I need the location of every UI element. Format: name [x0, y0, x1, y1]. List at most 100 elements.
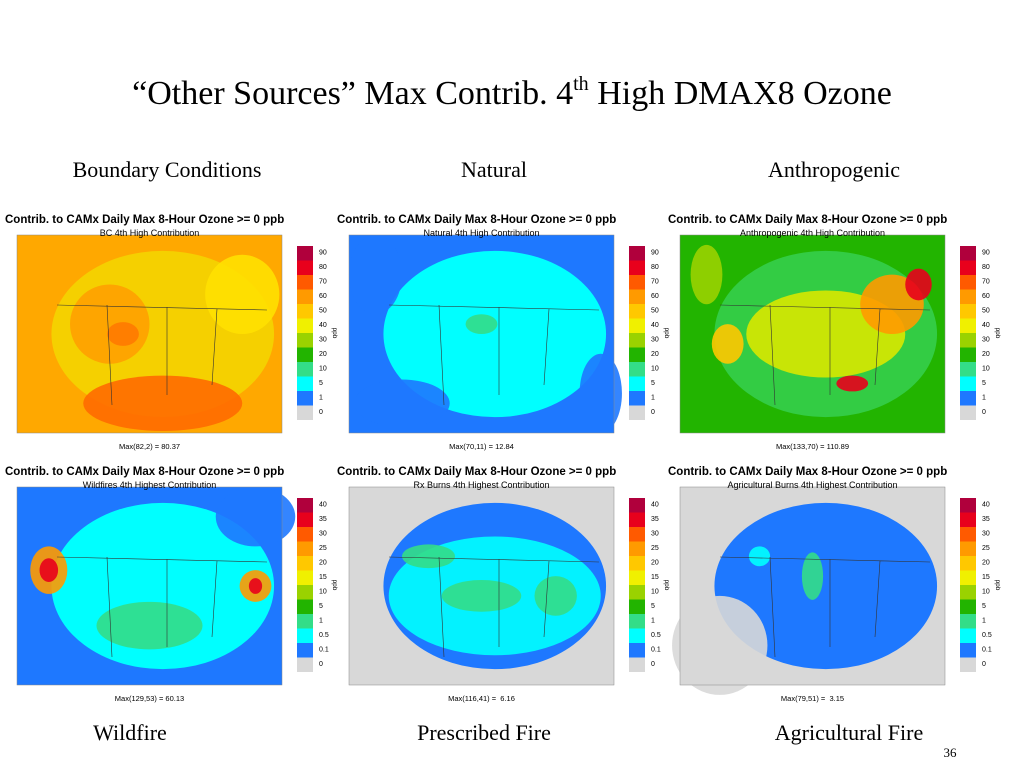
column-footer: Prescribed Fire — [417, 720, 551, 745]
colorbar-swatch — [297, 498, 313, 513]
title-sup: th — [573, 73, 589, 95]
max-label: Max(116,41) = 6.16 — [448, 694, 515, 703]
map-region — [70, 284, 150, 364]
map-region — [465, 314, 498, 334]
colorbar-swatch — [297, 376, 313, 391]
colorbar-label: 5 — [982, 603, 986, 610]
colorbar-label: 10 — [651, 366, 659, 373]
map-frame — [16, 234, 283, 434]
colorbar-swatch — [960, 260, 976, 275]
map — [16, 486, 296, 686]
max-label: Max(129,53) = 60.13 — [115, 694, 184, 703]
colorbar-label: 30 — [651, 531, 659, 538]
colorbar-swatch — [629, 643, 645, 658]
map-region — [248, 578, 263, 594]
colorbar-swatch — [960, 391, 976, 406]
colorbar-swatch — [297, 657, 313, 672]
map-frame — [348, 486, 615, 686]
map-land — [714, 502, 938, 670]
colorbar-swatch — [960, 657, 976, 672]
colorbar-label: 80 — [982, 264, 990, 271]
map-region — [836, 375, 869, 392]
colorbar-swatch — [629, 657, 645, 672]
colorbar-label: 20 — [319, 351, 327, 358]
colorbar-label: 0 — [982, 409, 986, 416]
map-region — [96, 601, 203, 650]
panel-title: Contrib. to CAMx Daily Max 8-Hour Ozone … — [337, 466, 616, 478]
title-text: “Other Sources” Max Contrib. 4 — [132, 75, 573, 112]
colorbar-label: 10 — [319, 366, 327, 373]
colorbar-label: 0 — [651, 409, 655, 416]
colorbar-label: 1 — [319, 618, 323, 625]
map-region — [83, 375, 243, 432]
map-region — [215, 487, 296, 547]
panel-title: Contrib. to CAMx Daily Max 8-Hour Ozone … — [5, 214, 284, 226]
colorbar-label: 70 — [651, 279, 659, 286]
colorbar-swatch — [629, 585, 645, 600]
colorbar-unit: ppb — [663, 328, 670, 339]
map-region — [441, 580, 522, 612]
map-region — [39, 558, 59, 583]
colorbar-unit: ppb — [994, 328, 1001, 339]
colorbar-swatch — [629, 541, 645, 556]
map-borders — [388, 556, 600, 658]
colorbar-swatch — [297, 585, 313, 600]
colorbar-swatch — [960, 289, 976, 304]
colorbar-swatch — [297, 289, 313, 304]
map-frame — [348, 234, 615, 434]
map-region — [402, 544, 455, 569]
colorbar-label: 1 — [319, 395, 323, 402]
colorbar-swatch — [297, 570, 313, 585]
colorbar-label: 5 — [651, 603, 655, 610]
colorbar-label: 20 — [982, 351, 990, 358]
colorbar-swatch — [960, 376, 976, 391]
colorbar-swatch — [297, 643, 313, 658]
colorbar-swatch — [629, 391, 645, 406]
colorbar-label: 25 — [982, 545, 990, 552]
map — [348, 234, 622, 434]
colorbar-swatch — [960, 556, 976, 571]
colorbar-label: 0.5 — [319, 632, 329, 639]
colorbar-label: 25 — [319, 545, 327, 552]
map-region — [672, 595, 768, 695]
colorbar-label: 10 — [319, 589, 327, 596]
colorbar-swatch — [629, 333, 645, 348]
colorbar-swatch — [297, 527, 313, 542]
colorbar-swatch — [960, 275, 976, 290]
colorbar-swatch — [297, 260, 313, 275]
colorbar-label: 40 — [982, 502, 990, 509]
map-frame — [679, 486, 946, 686]
map-region — [690, 244, 723, 305]
panel-subtitle: Agricultural Burns 4th Highest Contribut… — [727, 480, 897, 490]
colorbar-swatch — [960, 570, 976, 585]
colorbar-swatch — [960, 304, 976, 319]
map-borders — [719, 556, 931, 658]
colorbar-label: 0.1 — [319, 647, 329, 654]
colorbar-swatch — [629, 527, 645, 542]
colorbar-label: 50 — [319, 308, 327, 315]
colorbar-label: 40 — [982, 322, 990, 329]
colorbar-label: 70 — [319, 279, 327, 286]
colorbar-label: 0.1 — [651, 647, 661, 654]
colorbar-label: 0.1 — [982, 647, 992, 654]
colorbar-label: 1 — [982, 395, 986, 402]
colorbar-swatch — [297, 347, 313, 362]
colorbar-label: 5 — [319, 603, 323, 610]
map-frame — [679, 234, 946, 434]
colorbar-label: 0 — [319, 409, 323, 416]
colorbar-swatch — [629, 498, 645, 513]
colorbar-swatch — [297, 599, 313, 614]
colorbar-swatch — [960, 599, 976, 614]
colorbar-swatch — [960, 246, 976, 261]
colorbar-label: 15 — [982, 574, 990, 581]
colorbar-swatch — [960, 541, 976, 556]
max-label: Max(133,70) = 110.89 — [776, 442, 849, 451]
colorbar-label: 15 — [319, 574, 327, 581]
colorbar-label: 80 — [319, 264, 327, 271]
colorbar-label: 0.5 — [651, 632, 661, 639]
colorbar-swatch — [629, 556, 645, 571]
colorbar-label: 40 — [651, 502, 659, 509]
colorbar-swatch — [629, 614, 645, 629]
colorbar-label: 40 — [319, 502, 327, 509]
map-region — [711, 324, 744, 364]
